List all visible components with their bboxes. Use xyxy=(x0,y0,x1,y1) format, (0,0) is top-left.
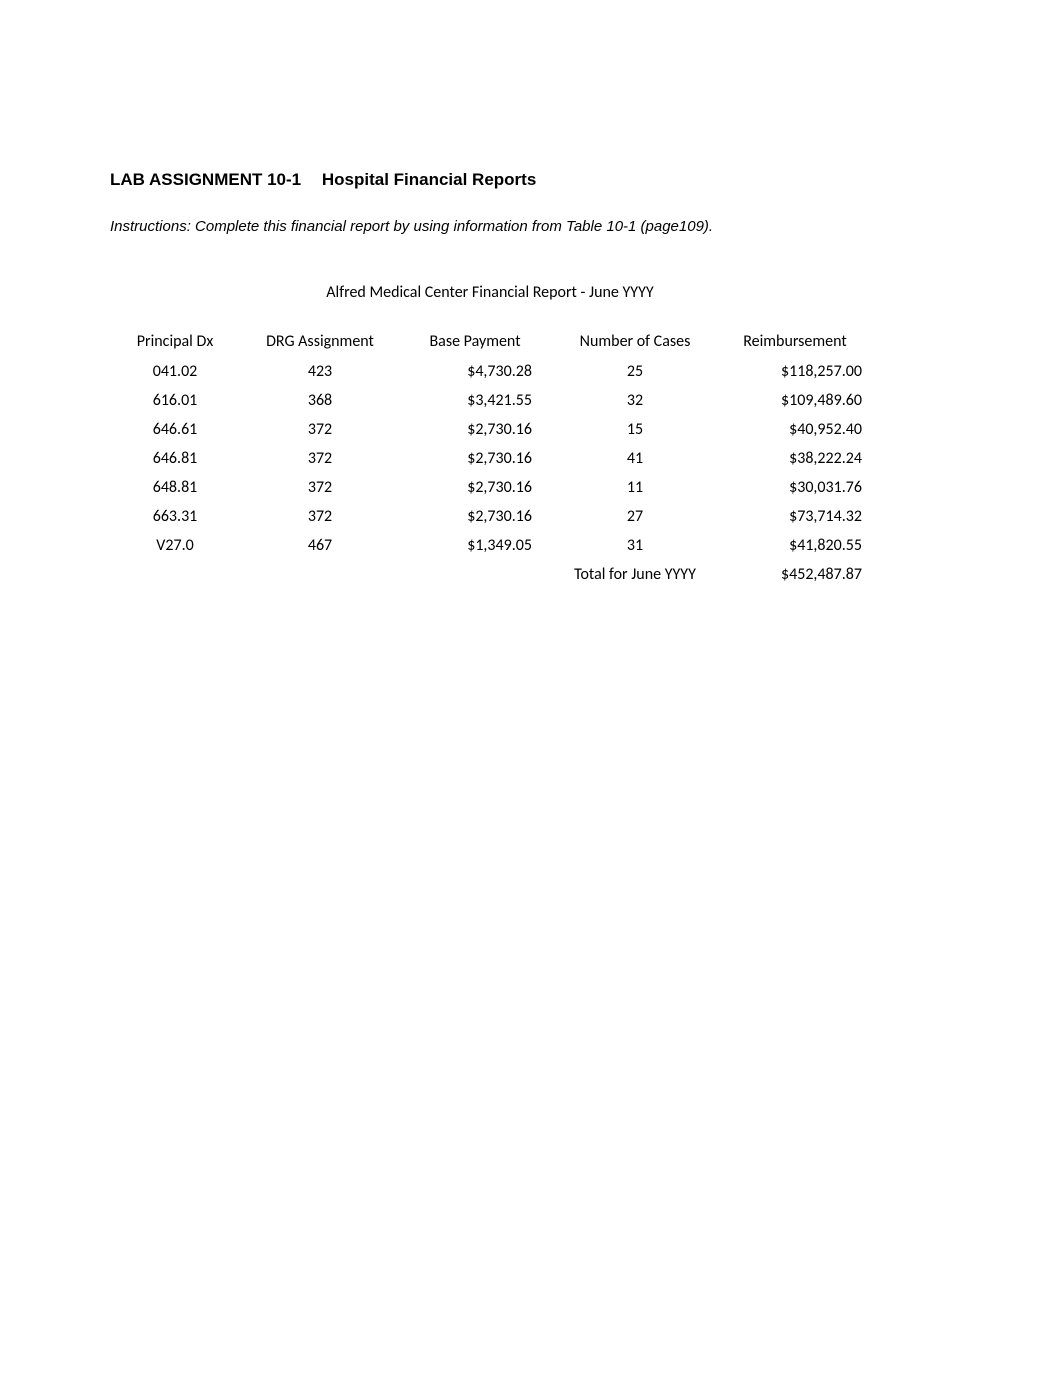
assignment-header: LAB ASSIGNMENT 10-1 Hospital Financial R… xyxy=(110,170,952,190)
cell-reimb: $40,952.40 xyxy=(720,415,870,444)
cell-drg: 368 xyxy=(240,386,400,415)
cell-dx: V27.0 xyxy=(110,531,240,560)
col-header-base-payment: Base Payment xyxy=(400,326,550,357)
cell-drg: 423 xyxy=(240,357,400,386)
table-row: 616.01 368 $3,421.55 32 $109,489.60 xyxy=(110,386,870,415)
col-header-drg-assignment: DRG Assignment xyxy=(240,326,400,357)
cell-base: $2,730.16 xyxy=(400,502,550,531)
lab-title: Hospital Financial Reports xyxy=(322,170,536,189)
cell-reimb: $118,257.00 xyxy=(720,357,870,386)
cell-base: $4,730.28 xyxy=(400,357,550,386)
cell-reimb: $109,489.60 xyxy=(720,386,870,415)
table-total-row: Total for June YYYY $452,487.87 xyxy=(110,560,870,589)
table-row: 646.61 372 $2,730.16 15 $40,952.40 xyxy=(110,415,870,444)
col-header-number-cases: Number of Cases xyxy=(550,326,720,357)
table-row: 041.02 423 $4,730.28 25 $118,257.00 xyxy=(110,357,870,386)
cell-drg: 372 xyxy=(240,502,400,531)
cell-dx: 646.81 xyxy=(110,444,240,473)
total-label: Total for June YYYY xyxy=(550,560,720,589)
cell-cases: 32 xyxy=(550,386,720,415)
cell-base: $2,730.16 xyxy=(400,473,550,502)
table-row: V27.0 467 $1,349.05 31 $41,820.55 xyxy=(110,531,870,560)
col-header-principal-dx: Principal Dx xyxy=(110,326,240,357)
cell-cases: 41 xyxy=(550,444,720,473)
table-row: 663.31 372 $2,730.16 27 $73,714.32 xyxy=(110,502,870,531)
cell-cases: 31 xyxy=(550,531,720,560)
report-title: Alfred Medical Center Financial Report -… xyxy=(110,283,870,302)
total-value: $452,487.87 xyxy=(720,560,870,589)
cell-dx: 648.81 xyxy=(110,473,240,502)
cell-reimb: $41,820.55 xyxy=(720,531,870,560)
cell-cases: 11 xyxy=(550,473,720,502)
cell-base: $1,349.05 xyxy=(400,531,550,560)
instructions-text: Instructions: Complete this financial re… xyxy=(110,218,952,235)
cell-cases: 15 xyxy=(550,415,720,444)
cell-reimb: $30,031.76 xyxy=(720,473,870,502)
cell-drg: 372 xyxy=(240,415,400,444)
cell-reimb: $73,714.32 xyxy=(720,502,870,531)
cell-reimb: $38,222.24 xyxy=(720,444,870,473)
cell-drg: 467 xyxy=(240,531,400,560)
lab-number: LAB ASSIGNMENT 10-1 xyxy=(110,170,301,189)
cell-drg: 372 xyxy=(240,444,400,473)
cell-cases: 25 xyxy=(550,357,720,386)
cell-dx: 616.01 xyxy=(110,386,240,415)
cell-dx: 646.61 xyxy=(110,415,240,444)
cell-base: $2,730.16 xyxy=(400,444,550,473)
cell-drg: 372 xyxy=(240,473,400,502)
cell-dx: 663.31 xyxy=(110,502,240,531)
cell-base: $3,421.55 xyxy=(400,386,550,415)
table-header-row: Principal Dx DRG Assignment Base Payment… xyxy=(110,326,870,357)
col-header-reimbursement: Reimbursement xyxy=(720,326,870,357)
table-row: 646.81 372 $2,730.16 41 $38,222.24 xyxy=(110,444,870,473)
financial-report-table: Principal Dx DRG Assignment Base Payment… xyxy=(110,326,870,589)
table-row: 648.81 372 $2,730.16 11 $30,031.76 xyxy=(110,473,870,502)
cell-cases: 27 xyxy=(550,502,720,531)
cell-dx: 041.02 xyxy=(110,357,240,386)
cell-base: $2,730.16 xyxy=(400,415,550,444)
